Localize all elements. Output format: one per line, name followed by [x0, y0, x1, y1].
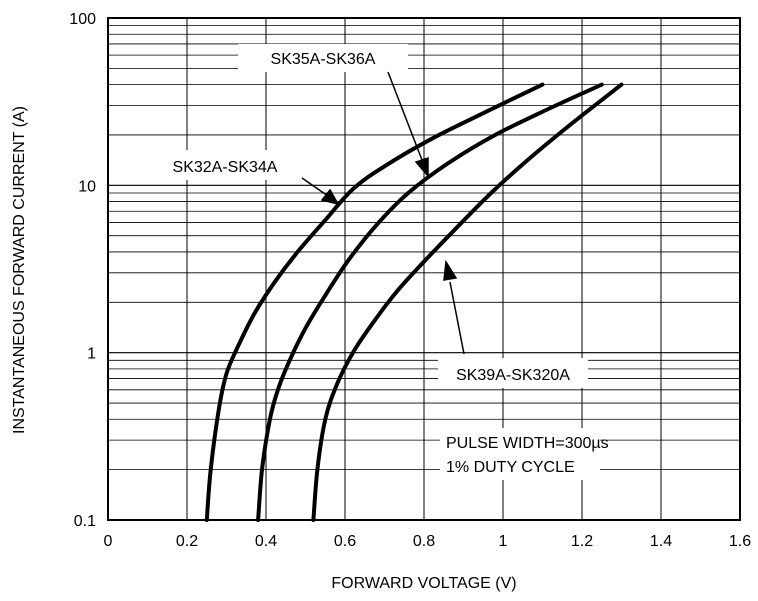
x-tick-label: 0.4: [255, 533, 277, 550]
x-tick-label: 0.2: [176, 533, 198, 550]
grid-lines: [108, 18, 740, 520]
x-axis-label: FORWARD VOLTAGE (V): [331, 575, 516, 592]
tick-labels: 0 0.2 0.4 0.6 0.8 1 1.2 1.4 1.6 0.1 1 10 100: [69, 11, 751, 550]
x-tick-label: 1.4: [650, 533, 672, 550]
arrow-line-sk32a: [301, 177, 329, 197]
leader-arrows: [301, 71, 465, 355]
curve-sk35a-sk36a: [256, 82, 604, 522]
x-tick-label: 1: [499, 533, 508, 550]
label-box-sk32a: [150, 150, 300, 180]
arrow-head-sk35a: [414, 156, 429, 179]
y-tick-label: 10: [78, 178, 96, 195]
x-tick-label: 0.6: [334, 533, 356, 550]
arrow-line-sk39a: [449, 281, 465, 355]
arrow-head-sk32a: [320, 188, 340, 206]
x-tick-label: 0: [104, 533, 113, 550]
label-sk39a-sk320a: SK39A-SK320A: [456, 367, 570, 384]
arrow-head-sk39a: [443, 259, 458, 281]
curves: [204, 82, 624, 522]
plot-frame: [107, 17, 741, 521]
y-tick-label: 1: [87, 346, 96, 363]
x-tick-label: 1.2: [571, 533, 593, 550]
y-tick-label: 100: [69, 11, 96, 28]
label-pulse-width: PULSE WIDTH=300µs: [446, 435, 609, 452]
label-duty-cycle: 1% DUTY CYCLE: [446, 459, 575, 476]
x-tick-label: 1.6: [729, 533, 751, 550]
label-box-pulse: [440, 428, 600, 480]
y-axis-label: INSTANTANEOUS FORWARD CURRENT (A): [11, 106, 28, 434]
label-sk35a-sk36a: SK35A-SK36A: [271, 51, 376, 68]
curve-sk32a-sk34a: [204, 82, 545, 522]
label-box-sk35a: [238, 44, 408, 72]
arrow-line-sk35a: [387, 71, 423, 161]
x-tick-label: 0.8: [413, 533, 435, 550]
y-tick-label: 0.1: [74, 513, 96, 530]
label-box-sk39a: [438, 358, 588, 388]
curve-sk39a-sk320a: [311, 82, 624, 522]
label-sk32a-sk34a: SK32A-SK34A: [173, 159, 278, 176]
